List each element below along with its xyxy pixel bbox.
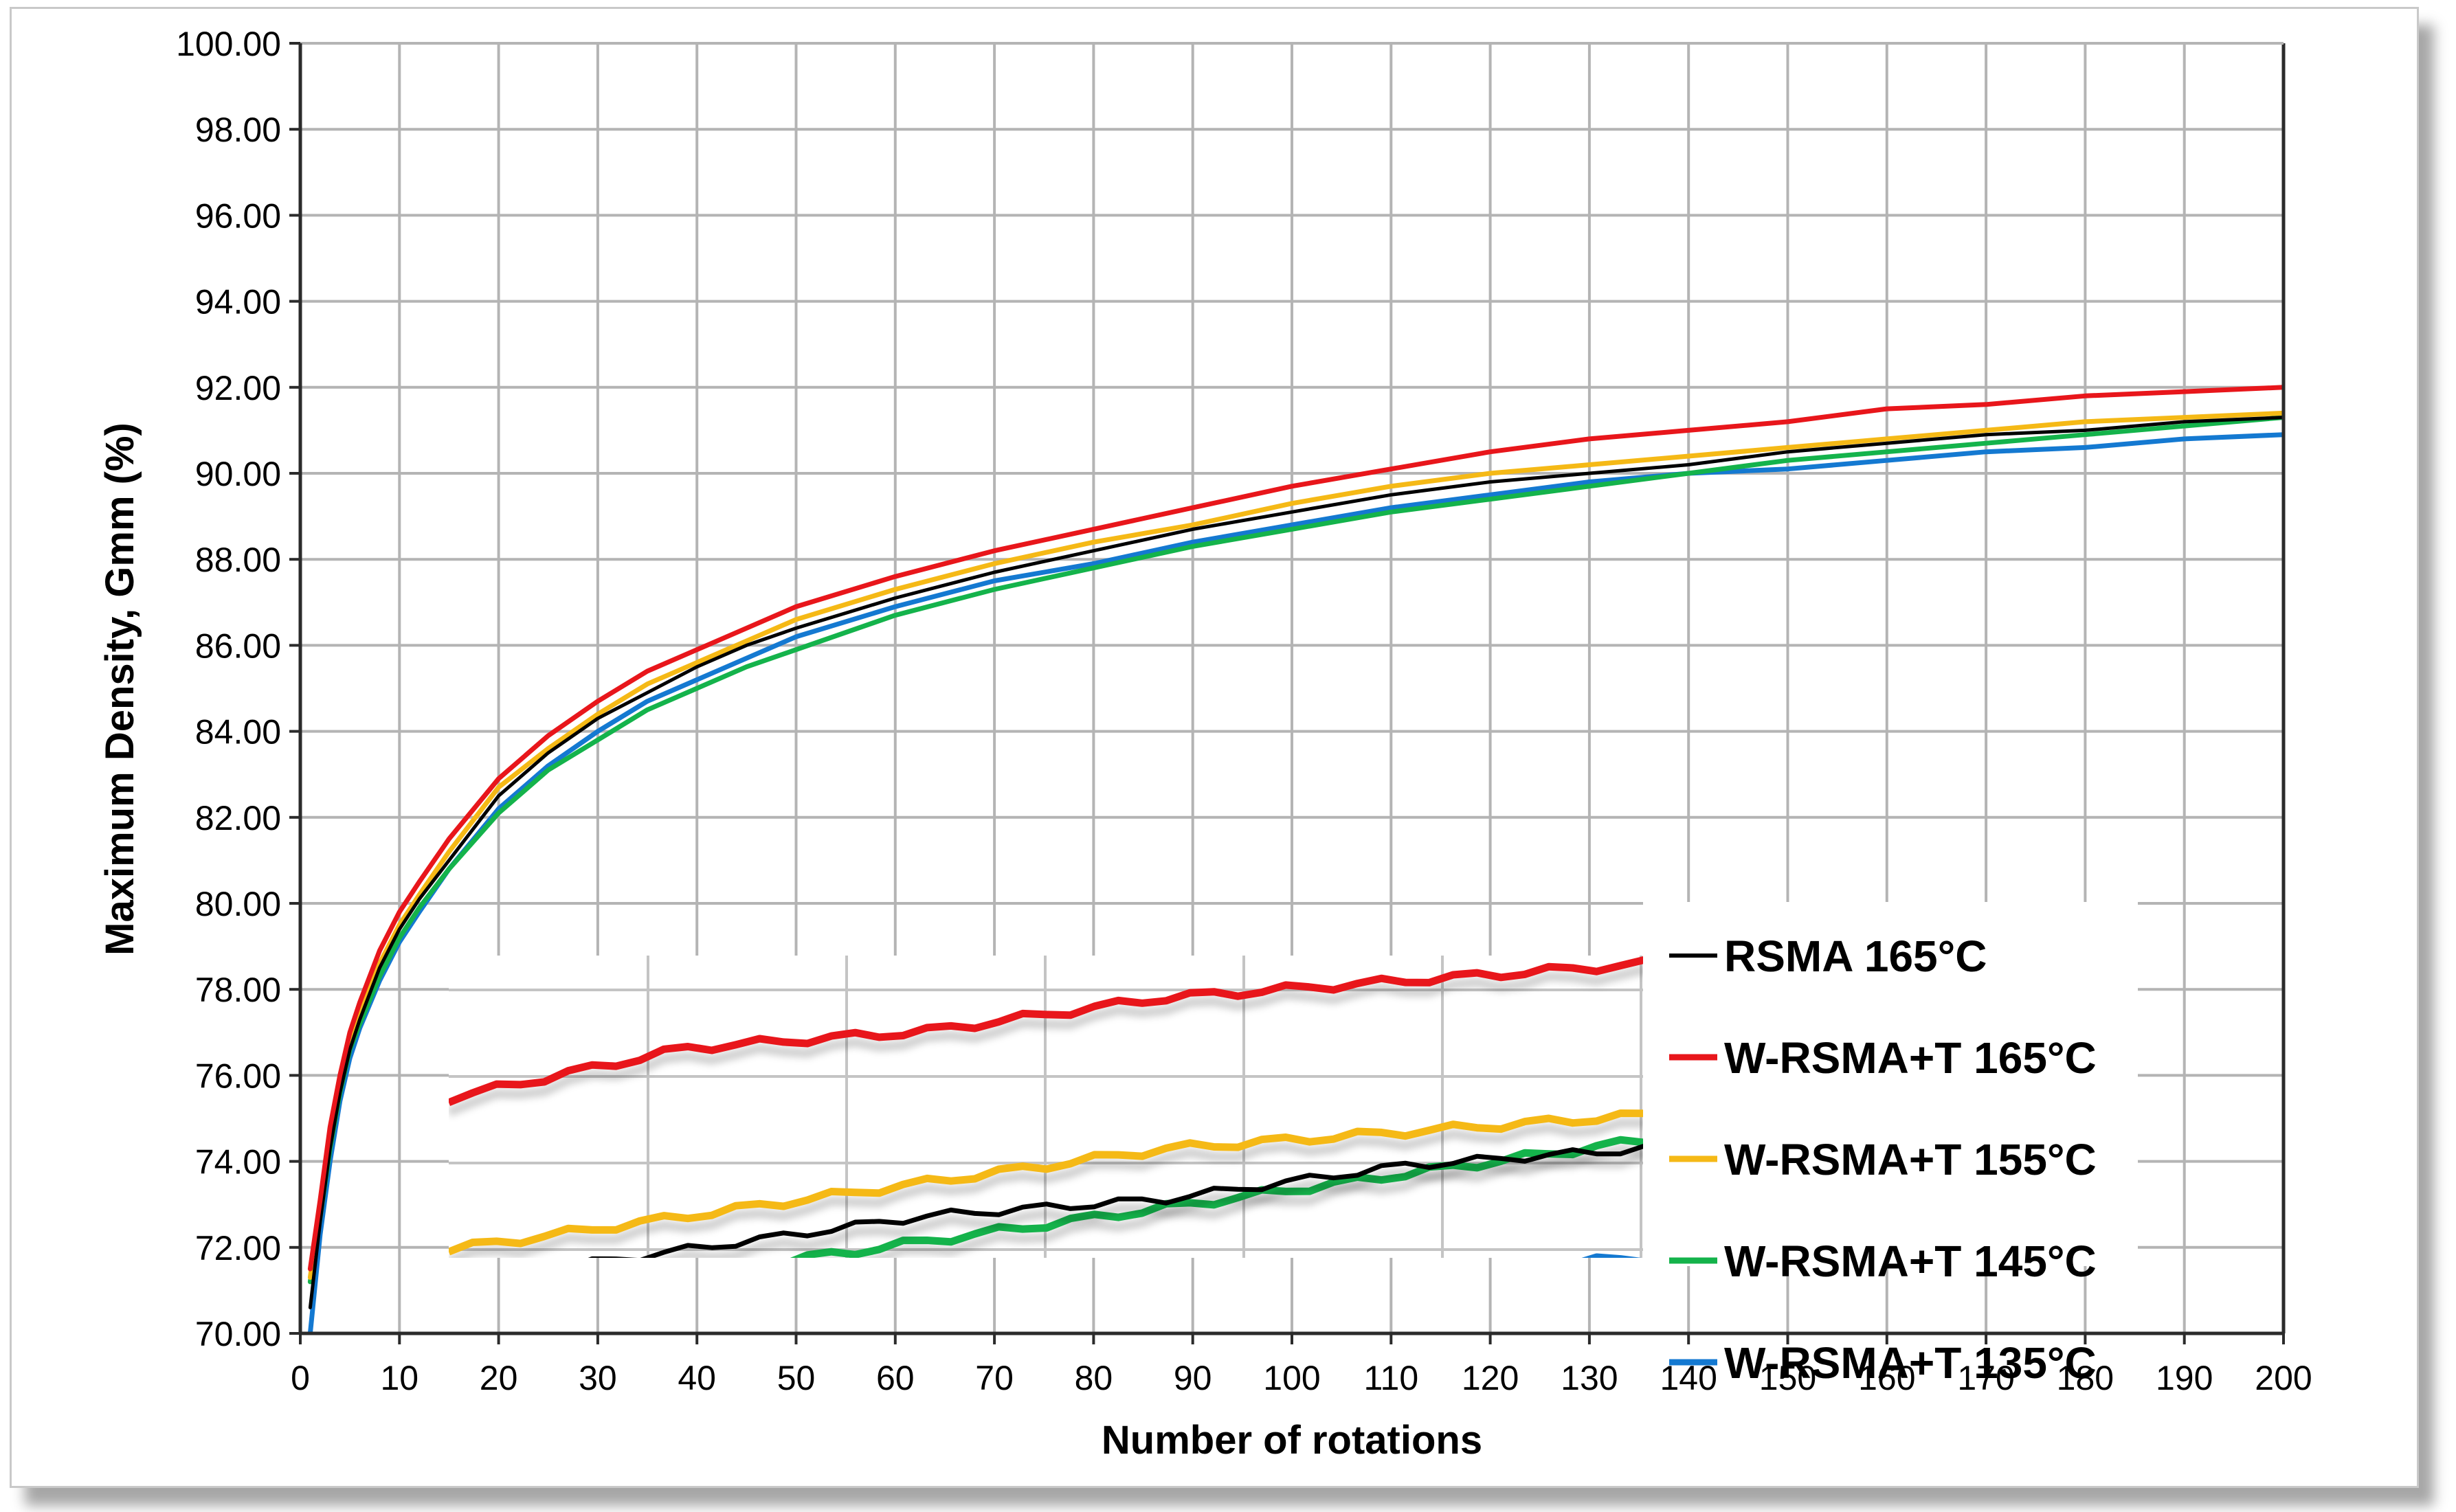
inset-series-line [588,1143,1644,1258]
y-tick-label: 84.00 [195,713,281,752]
legend-label: W-RSMA+T 135°C [1724,1338,2097,1388]
x-tick-label: 110 [1363,1359,1418,1397]
inset-line-shadow [449,964,1644,1117]
legend: RSMA 165°C W-RSMA+T 165°C W-RSMA+T 155°C W-… [1643,902,2138,1388]
y-tick-label: 94.00 [195,283,281,321]
x-tick-label: 70 [975,1359,1014,1397]
y-tick-label: 88.00 [195,541,281,579]
y-tick-label: 78.00 [195,971,281,1009]
y-tick-label: 76.00 [195,1057,281,1095]
x-tick-label: 130 [1561,1359,1618,1397]
y-tick-label: 74.00 [195,1143,281,1182]
x-tick-label: 190 [2156,1359,2213,1397]
x-tick-label: 120 [1462,1359,1519,1397]
x-axis-title: Number of rotations [1102,1418,1482,1463]
inset-line-shadow [449,1118,1644,1258]
legend-label: RSMA 165°C [1724,932,1987,981]
series-lines [307,385,2284,1333]
inset-series-line [449,1109,1644,1256]
y-tick-label: 96.00 [195,196,281,235]
y-axis-title: Maximum Density, Gmm (%) [98,422,142,956]
inset-content [449,956,1644,1258]
x-tick-label: 40 [678,1359,716,1397]
x-tick-label: 0 [291,1359,310,1397]
y-tick-label: 86.00 [195,627,281,665]
inset-line-shadow [660,1151,1644,1258]
x-tick-label: 10 [380,1359,418,1397]
x-tick-labels: 0 10 20 30 40 50 60 70 80 90 100 110 120 130 140 150 160… [291,1359,2312,1397]
line-chart: 0 10 20 30 40 50 60 70 80 90 100 110 120 130 140 150 160… [98,25,2312,1463]
series-line [308,416,2284,1309]
chart-frame: 0 10 20 30 40 50 60 70 80 90 100 110 120 130 140 150 160… [10,7,2419,1488]
series-line [307,385,2284,1272]
y-tick-label: 92.00 [195,369,281,407]
axes [289,42,2286,1344]
legend-label: W-RSMA+T 145°C [1724,1237,2097,1286]
y-tick-label: 82.00 [195,799,281,837]
zoom-inset [449,956,1644,1258]
y-tick-label: 72.00 [195,1229,281,1267]
series-line [307,415,2284,1285]
x-tick-label: 90 [1174,1359,1212,1397]
legend-label: W-RSMA+T 155°C [1724,1135,2097,1184]
y-tick-label: 98.00 [195,111,281,149]
x-tick-label: 160 [1858,1359,1915,1397]
inset-series-line [449,956,1644,1107]
y-tick-labels: 70.00 72.00 74.00 76.00 78.00 80.00 82.00 84.00… [176,25,281,1353]
x-tick-label: 200 [2255,1359,2312,1397]
y-tick-label: 80.00 [195,885,281,923]
x-tick-label: 20 [480,1359,518,1397]
legend-box [1643,902,2138,1266]
y-tick-label: 70.00 [195,1315,281,1353]
x-tick-label: 180 [2057,1359,2114,1397]
y-tick-label: 90.00 [195,455,281,493]
x-tick-label: 150 [1759,1359,1816,1397]
x-tick-label: 80 [1075,1359,1113,1397]
series-line [307,410,2284,1280]
x-tick-label: 60 [876,1359,915,1397]
legend-label: W-RSMA+T 165°C [1724,1033,2097,1083]
y-tick-label: 100.00 [176,25,281,63]
x-tick-label: 100 [1263,1359,1320,1397]
x-tick-label: 50 [777,1359,816,1397]
x-tick-label: 170 [1957,1359,2014,1397]
x-tick-label: 30 [579,1359,617,1397]
